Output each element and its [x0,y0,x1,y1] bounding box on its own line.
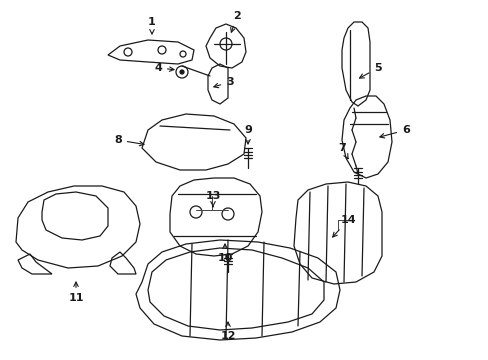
Text: 14: 14 [332,215,355,237]
Text: 8: 8 [114,135,144,146]
Text: 3: 3 [213,77,233,88]
Circle shape [180,70,183,74]
Text: 9: 9 [244,125,251,144]
Text: 4: 4 [154,63,174,73]
Text: 10: 10 [217,244,232,263]
Text: 6: 6 [379,125,409,138]
Text: 2: 2 [230,11,241,32]
Text: 7: 7 [337,143,347,159]
Text: 11: 11 [68,282,83,303]
Text: 13: 13 [205,191,220,207]
Text: 5: 5 [359,63,381,78]
Text: 12: 12 [220,322,235,341]
Text: 1: 1 [148,17,156,34]
